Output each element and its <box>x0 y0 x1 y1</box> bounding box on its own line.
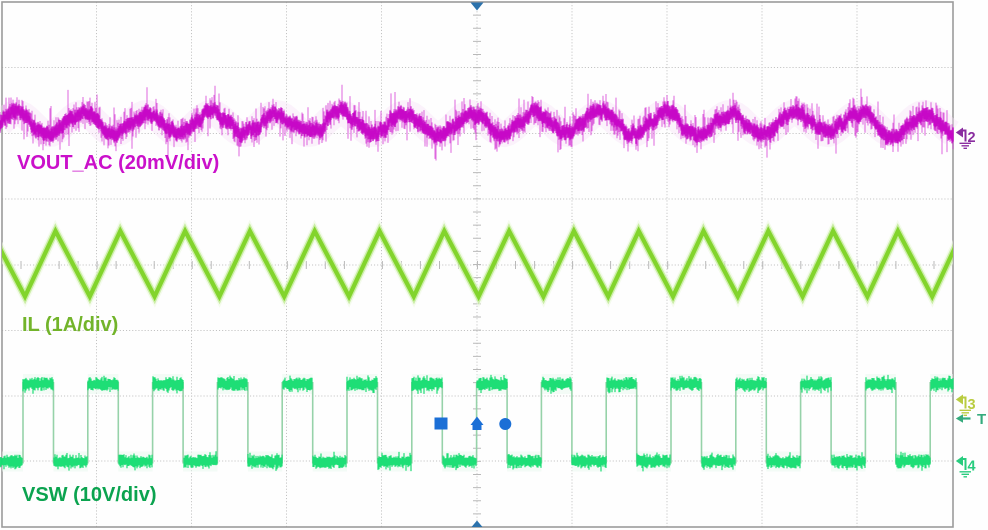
svg-text:VSW (10V/div): VSW (10V/div) <box>22 484 156 506</box>
svg-text:T: T <box>977 411 986 428</box>
svg-text:4: 4 <box>968 459 976 475</box>
svg-text:2: 2 <box>968 130 976 146</box>
svg-text:VOUT_AC (20mV/div): VOUT_AC (20mV/div) <box>17 152 219 174</box>
svg-text:3: 3 <box>968 397 976 413</box>
svg-text:IL (1A/div): IL (1A/div) <box>22 314 118 336</box>
